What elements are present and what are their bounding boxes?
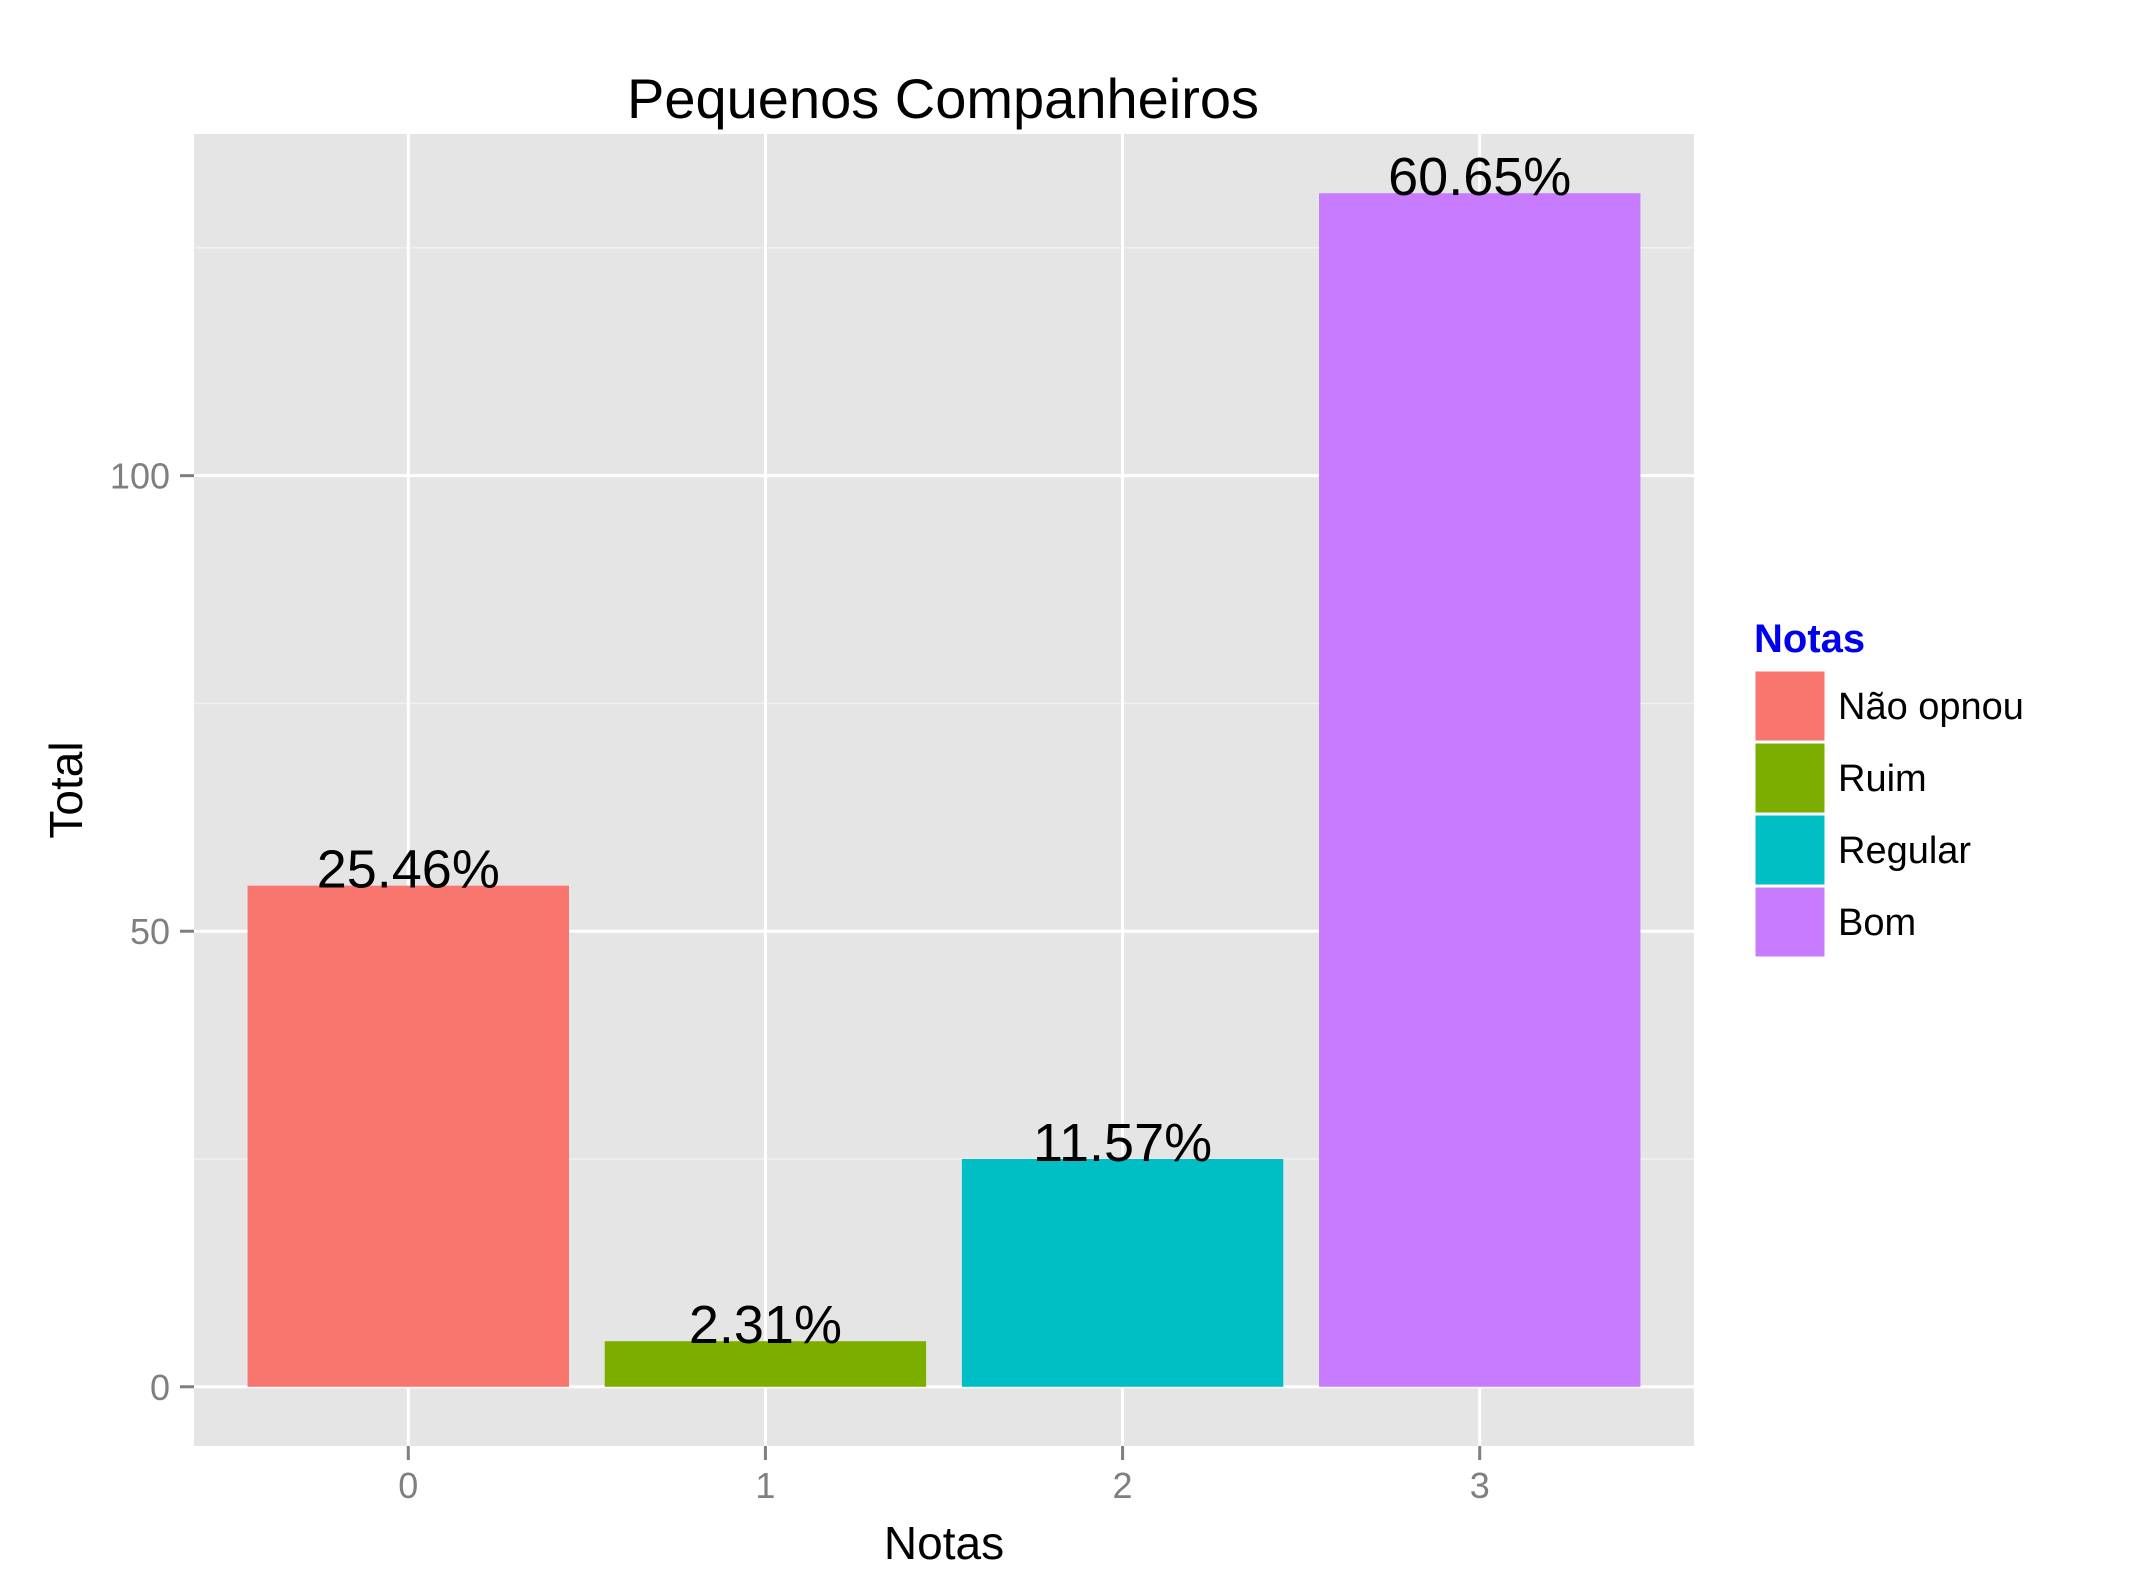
legend-item-label: Ruim <box>1838 758 1927 800</box>
y-tick-label: 100 <box>110 456 170 497</box>
legend: Notas Não opnou Ruim Regular Bom <box>1752 617 2024 960</box>
x-tick-label: 3 <box>1470 1465 1490 1506</box>
bar-value-label: 2.31% <box>689 1295 842 1355</box>
x-tick-label: 1 <box>755 1465 775 1506</box>
chart-title: Pequenos Companheiros <box>627 67 1259 130</box>
legend-title: Notas <box>1754 617 1865 661</box>
y-axis: 0 50 100 <box>110 456 194 1408</box>
bar-1 <box>604 1341 927 1387</box>
x-tick-label: 2 <box>1113 1465 1133 1506</box>
bar-2 <box>961 1159 1284 1387</box>
legend-key <box>1752 740 1828 816</box>
legend-key <box>1752 884 1828 960</box>
y-tick-label: 0 <box>150 1367 170 1408</box>
bar-3 <box>1319 193 1641 1387</box>
x-tick-label: 0 <box>398 1465 418 1506</box>
bar-value-label: 11.57% <box>1033 1113 1212 1173</box>
bar-labels: 25.46% 2.31% 11.57% 60.65% <box>317 147 1572 1355</box>
legend-item-label: Regular <box>1838 830 1971 872</box>
bar-0 <box>247 885 570 1387</box>
bars <box>247 193 1641 1387</box>
legend-item-label: Bom <box>1838 902 1916 944</box>
bar-value-label: 25.46% <box>317 840 500 900</box>
y-axis-title: Total <box>40 741 92 838</box>
y-tick-label: 50 <box>130 911 170 952</box>
x-axis: 0 1 2 3 <box>398 1446 1490 1506</box>
legend-item-label: Não opnou <box>1838 686 2024 728</box>
legend-key <box>1752 812 1828 888</box>
legend-key <box>1752 668 1828 744</box>
x-axis-title: Notas <box>884 1517 1004 1569</box>
bar-value-label: 60.65% <box>1388 147 1571 207</box>
